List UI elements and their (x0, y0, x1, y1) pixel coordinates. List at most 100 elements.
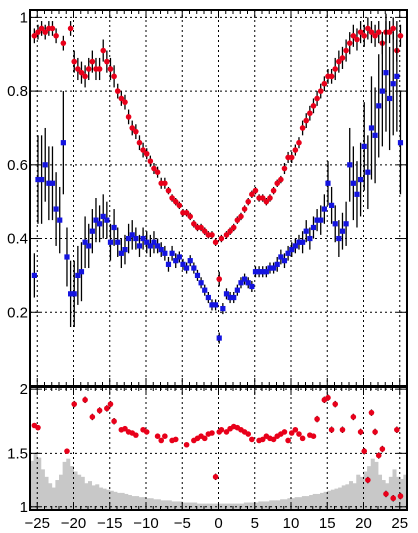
data-point (180, 261, 186, 267)
bottom-x-tick-labels: −25 −20 −15 −10 −5 0 5 10 15 20 25 (25, 515, 409, 532)
histogram-bar (102, 488, 107, 510)
data-point (147, 243, 153, 249)
data-point (307, 110, 313, 117)
histogram-bar (40, 469, 45, 510)
data-point (111, 73, 117, 80)
data-point (154, 169, 161, 175)
data-point (158, 247, 164, 253)
data-point (85, 66, 92, 72)
histogram-bar (385, 483, 390, 510)
data-point (104, 405, 110, 412)
data-point (118, 250, 124, 256)
histogram-bar (160, 500, 165, 510)
data-point (368, 125, 375, 131)
data-point (212, 474, 219, 480)
histogram-bar (69, 466, 74, 510)
y-tick-label: 1.5 (7, 445, 28, 462)
data-point (49, 180, 56, 186)
histogram-bar (251, 502, 256, 510)
data-point (209, 302, 215, 308)
data-point (227, 294, 233, 301)
x-tick-label: −25 (25, 515, 50, 532)
histogram-bar (291, 498, 296, 510)
data-point (223, 429, 230, 435)
histogram-bar (243, 502, 248, 510)
histogram-bar (392, 469, 397, 510)
data-point (172, 198, 179, 205)
data-point (75, 272, 81, 279)
data-point (372, 33, 378, 39)
data-point (118, 95, 125, 102)
data-point (292, 426, 299, 433)
data-point (147, 158, 154, 164)
histogram-bar (276, 500, 281, 510)
data-point (143, 150, 150, 157)
data-point (111, 418, 117, 425)
data-point (252, 187, 259, 194)
histogram-bar (48, 483, 53, 510)
data-point (198, 280, 204, 286)
histogram-bar (301, 496, 306, 510)
data-point (314, 95, 320, 102)
data-point (397, 33, 404, 39)
data-point (357, 29, 364, 35)
histogram-bar (146, 498, 151, 510)
data-point (321, 206, 327, 212)
data-point (390, 81, 396, 87)
data-point (194, 272, 201, 279)
data-point (300, 239, 306, 245)
data-point (133, 235, 139, 242)
data-point (220, 305, 226, 312)
top-y-tick-labels: 0.2 0.4 0.6 0.8 1 (7, 9, 28, 321)
bottom-plot-frame (29, 386, 408, 511)
data-point (252, 269, 259, 275)
data-point (245, 280, 251, 286)
x-tick-label: 0 (214, 515, 222, 532)
histogram-bar (312, 493, 317, 510)
histogram-bar (164, 500, 169, 510)
data-point (136, 243, 143, 249)
data-point (213, 302, 219, 308)
data-point (212, 239, 219, 246)
data-point (68, 291, 74, 297)
data-point (39, 176, 45, 183)
histogram-bar (316, 493, 321, 510)
data-point (89, 228, 95, 234)
data-point (386, 29, 393, 35)
histogram-bar (185, 502, 190, 510)
histogram-bar (73, 471, 78, 510)
data-point (328, 426, 335, 433)
data-point (71, 291, 77, 297)
data-point (86, 243, 92, 249)
data-point (368, 29, 375, 35)
x-tick-label: 25 (391, 515, 408, 532)
data-point (209, 430, 215, 436)
data-point (329, 202, 335, 208)
data-point (354, 36, 360, 43)
data-point (274, 180, 281, 187)
histogram-bar (167, 500, 172, 510)
data-point (216, 276, 223, 282)
data-point (201, 228, 208, 234)
histogram-bar (265, 501, 270, 510)
histogram-bar (84, 483, 89, 510)
data-point (379, 88, 385, 94)
data-point (64, 448, 70, 454)
data-point (165, 261, 172, 267)
data-point (310, 103, 317, 109)
data-point (89, 58, 96, 65)
histogram-bar (200, 503, 205, 510)
histogram-bar (269, 500, 274, 510)
data-point (140, 235, 146, 242)
histogram-bar (37, 457, 42, 510)
histogram-bar (44, 476, 49, 510)
data-point (104, 58, 110, 65)
histogram-bar (396, 476, 401, 510)
histogram-bar (106, 489, 111, 510)
histogram-bar (95, 484, 100, 510)
histogram-bar (258, 501, 263, 510)
data-point (263, 269, 269, 275)
data-point (372, 429, 378, 435)
data-point (249, 436, 255, 443)
data-point (129, 125, 136, 131)
